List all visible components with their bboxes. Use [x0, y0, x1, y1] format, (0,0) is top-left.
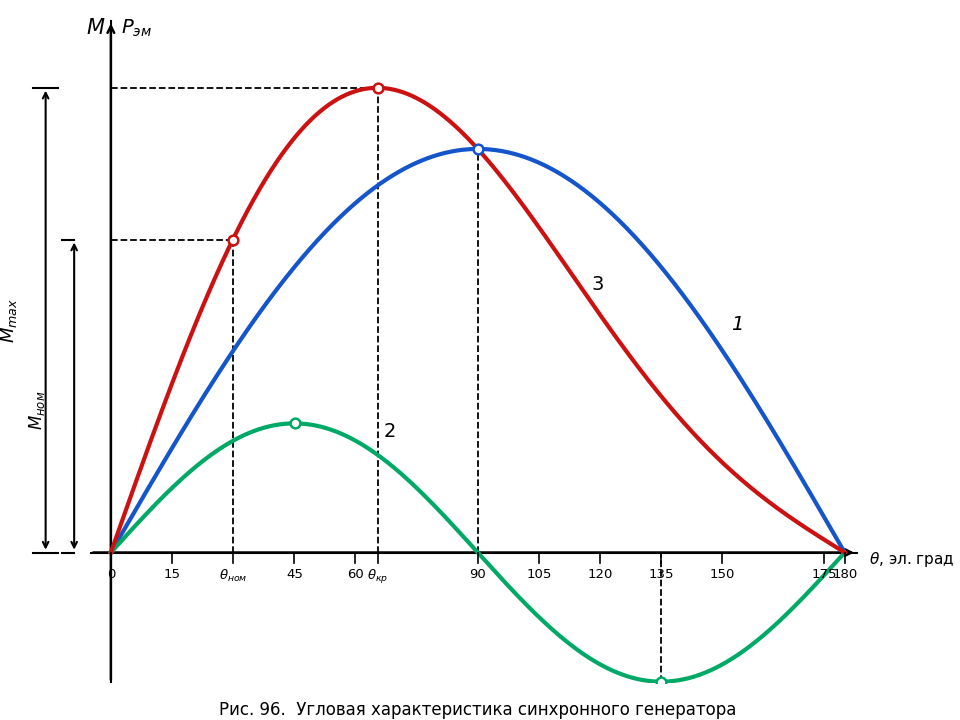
Text: 15: 15 — [163, 568, 180, 581]
Text: $M_{max}$: $M_{max}$ — [0, 297, 19, 343]
Text: 60: 60 — [348, 568, 364, 581]
Text: M: M — [86, 18, 105, 38]
Text: 0: 0 — [107, 568, 115, 581]
Text: $\theta_{кр}$: $\theta_{кр}$ — [367, 568, 388, 586]
Text: 180: 180 — [832, 568, 857, 581]
Text: 3: 3 — [592, 275, 604, 294]
Text: $M_{ном}$: $M_{ном}$ — [28, 390, 47, 430]
Text: 175: 175 — [811, 568, 837, 581]
Text: Рис. 96.  Угловая характеристика синхронного генератора: Рис. 96. Угловая характеристика синхронн… — [219, 701, 736, 719]
Text: 105: 105 — [526, 568, 552, 581]
Text: 150: 150 — [709, 568, 735, 581]
Text: 120: 120 — [588, 568, 612, 581]
Text: 2: 2 — [384, 422, 396, 441]
Text: $P_{эм}$: $P_{эм}$ — [121, 18, 152, 39]
Text: $\theta$, эл. град: $\theta$, эл. град — [869, 550, 955, 569]
Text: $\theta_{ном}$: $\theta_{ном}$ — [219, 568, 248, 585]
Text: 90: 90 — [469, 568, 486, 581]
Text: 135: 135 — [649, 568, 674, 581]
Text: 45: 45 — [286, 568, 302, 581]
Text: 1: 1 — [731, 315, 743, 333]
